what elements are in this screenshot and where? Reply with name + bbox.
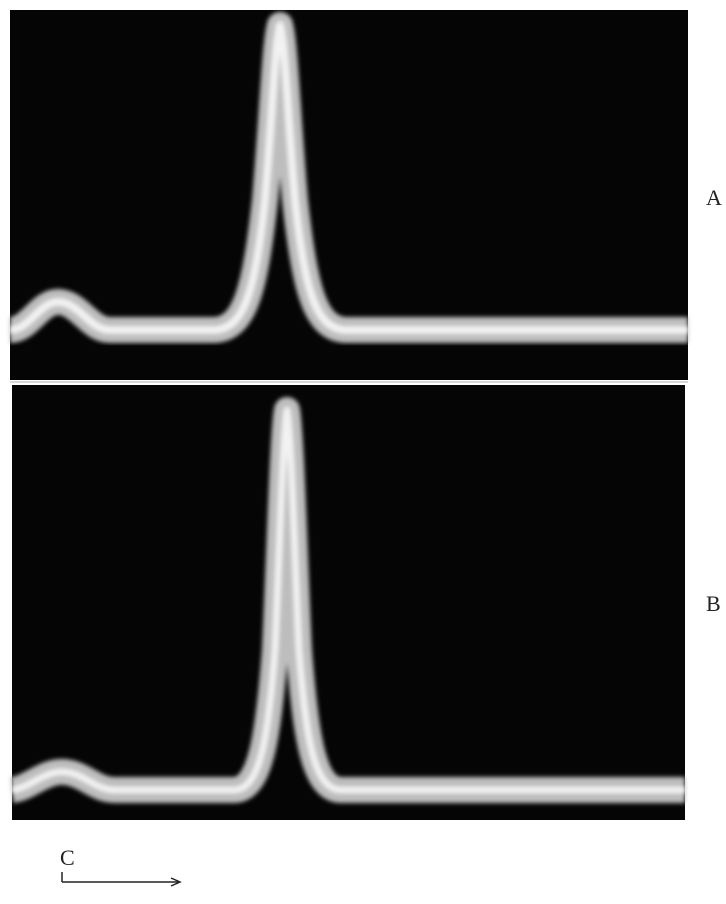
panel-background [12,385,685,820]
axis-label: C [60,845,75,870]
axis-arrow [61,872,182,887]
panel-label: A [706,185,722,210]
panel-b [9,385,685,820]
arrow-head [170,877,182,887]
trace-core [9,21,688,334]
trace-core [11,406,685,794]
panel-a [7,10,688,380]
panel-label: B [706,591,721,616]
